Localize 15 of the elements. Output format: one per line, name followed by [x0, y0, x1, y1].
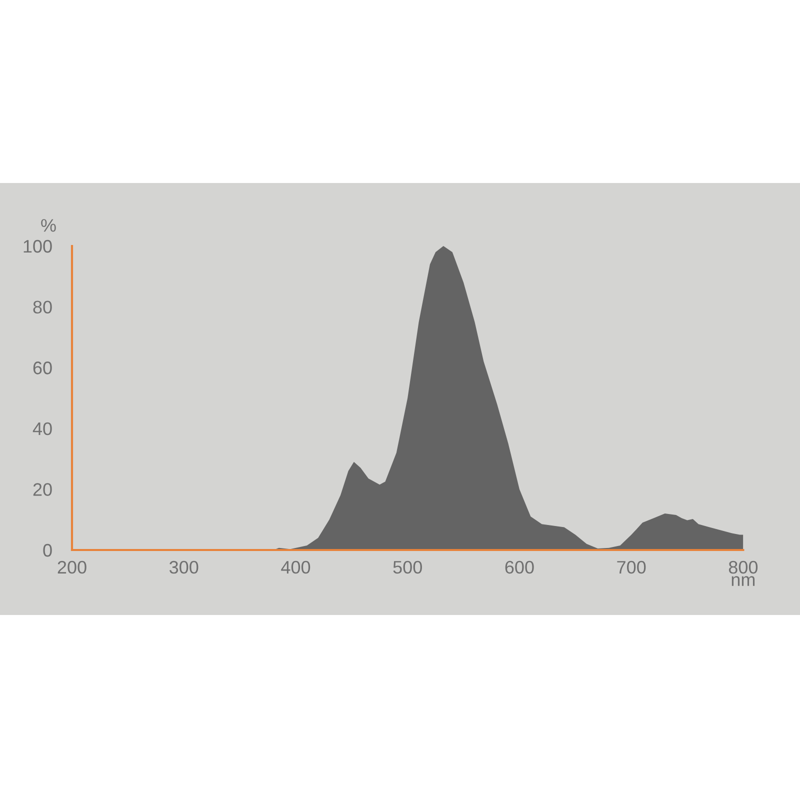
y-tick-label: 80 [33, 300, 52, 314]
y-axis-title: % [41, 219, 56, 232]
y-tick-label: 60 [33, 362, 52, 374]
x-tick-label: 200 [58, 560, 86, 574]
x-tick-label: 600 [505, 560, 534, 574]
y-tick-label: 100 [24, 240, 52, 253]
x-tick-label: 300 [169, 560, 198, 574]
y-tick-label: 0 [43, 544, 52, 557]
y-tick-label: 40 [32, 422, 52, 436]
x-tick-label: 500 [393, 560, 422, 574]
x-axis-title: nm [732, 576, 755, 586]
y-tick-label: 20 [33, 483, 52, 496]
x-tick-label: 800 [728, 560, 758, 574]
x-tick-label: 700 [617, 560, 646, 574]
x-tick-label: 400 [281, 560, 310, 574]
